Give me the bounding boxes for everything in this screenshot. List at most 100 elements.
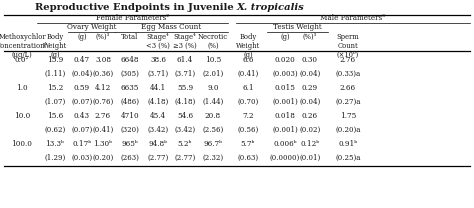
Text: Body
Weight
(g): Body Weight (g) xyxy=(43,33,67,59)
Text: 2.66: 2.66 xyxy=(340,84,356,92)
Text: 0.12ᵇ: 0.12ᵇ xyxy=(301,140,319,148)
Text: Sperm
Count
(×10⁶): Sperm Count (×10⁶) xyxy=(337,33,359,59)
Text: 0.29: 0.29 xyxy=(302,84,318,92)
Text: (0.04): (0.04) xyxy=(300,98,320,106)
Text: 61.4: 61.4 xyxy=(177,56,193,64)
Text: Stage⁴
≥3 (%): Stage⁴ ≥3 (%) xyxy=(173,33,197,50)
Text: (%)³: (%)³ xyxy=(96,33,110,41)
Text: 0.015: 0.015 xyxy=(274,84,295,92)
Text: 6648: 6648 xyxy=(121,56,139,64)
Text: (g): (g) xyxy=(77,33,87,41)
Text: (0.003): (0.003) xyxy=(272,70,298,78)
Text: (1.44): (1.44) xyxy=(202,98,224,106)
Text: (0.20)a: (0.20)a xyxy=(335,126,361,134)
Text: (1.11): (1.11) xyxy=(45,70,65,78)
Text: (0.0000): (0.0000) xyxy=(270,154,300,162)
Text: 6.6: 6.6 xyxy=(242,56,254,64)
Text: 4.12: 4.12 xyxy=(95,84,111,92)
Text: 10.0: 10.0 xyxy=(14,112,30,120)
Text: (486): (486) xyxy=(120,98,139,106)
Text: (0.63): (0.63) xyxy=(237,154,258,162)
Text: (0.76): (0.76) xyxy=(92,98,114,106)
Text: 1.30ᵇ: 1.30ᵇ xyxy=(93,140,112,148)
Text: (0.41): (0.41) xyxy=(237,70,259,78)
Text: 5.2ᵇ: 5.2ᵇ xyxy=(178,140,192,148)
Text: 3.08: 3.08 xyxy=(95,56,111,64)
Text: (0.07): (0.07) xyxy=(72,126,92,134)
Text: Egg Mass Count: Egg Mass Count xyxy=(141,23,201,31)
Text: 0.59: 0.59 xyxy=(74,84,90,92)
Text: Necrotic
(%): Necrotic (%) xyxy=(198,33,228,50)
Text: (2.77): (2.77) xyxy=(174,154,196,162)
Text: Male Parameters³: Male Parameters³ xyxy=(320,14,385,22)
Text: 1.0: 1.0 xyxy=(16,84,28,92)
Text: 38.6: 38.6 xyxy=(150,56,166,64)
Text: (%)³: (%)³ xyxy=(303,33,317,41)
Text: (0.02): (0.02) xyxy=(300,126,320,134)
Text: (2.77): (2.77) xyxy=(147,154,169,162)
Text: 100.0: 100.0 xyxy=(11,140,32,148)
Text: 5.7ᵇ: 5.7ᵇ xyxy=(241,140,255,148)
Text: (0.001): (0.001) xyxy=(272,126,298,134)
Text: (0.04): (0.04) xyxy=(300,70,320,78)
Text: Total: Total xyxy=(121,33,138,41)
Text: 0.018: 0.018 xyxy=(274,112,295,120)
Text: 10.5: 10.5 xyxy=(205,56,221,64)
Text: (0.62): (0.62) xyxy=(45,126,65,134)
Text: (263): (263) xyxy=(120,154,139,162)
Text: (3.42): (3.42) xyxy=(174,126,196,134)
Text: 2.76: 2.76 xyxy=(340,56,356,64)
Text: Reproductive Endpoints in Juvenile: Reproductive Endpoints in Juvenile xyxy=(35,3,237,12)
Text: (0.03): (0.03) xyxy=(72,154,92,162)
Text: Body
Weight
(g): Body Weight (g) xyxy=(236,33,260,59)
Text: 0.47: 0.47 xyxy=(74,56,90,64)
Text: 54.6: 54.6 xyxy=(177,112,193,120)
Text: (g): (g) xyxy=(280,33,290,41)
Text: Testis Weight: Testis Weight xyxy=(273,23,322,31)
Text: (0.04): (0.04) xyxy=(72,70,92,78)
Text: 6635: 6635 xyxy=(121,84,139,92)
Text: 965ᵇ: 965ᵇ xyxy=(122,140,138,148)
Text: (0.36): (0.36) xyxy=(92,70,114,78)
Text: 0.26: 0.26 xyxy=(302,112,318,120)
Text: (0.33)a: (0.33)a xyxy=(336,70,361,78)
Text: X. tropicalis: X. tropicalis xyxy=(237,3,305,12)
Text: (0.70): (0.70) xyxy=(237,98,259,106)
Text: 15.6: 15.6 xyxy=(47,112,63,120)
Text: 13.3ᵇ: 13.3ᵇ xyxy=(46,140,64,148)
Text: 0.30: 0.30 xyxy=(302,56,318,64)
Text: (0.20): (0.20) xyxy=(92,154,114,162)
Text: 9.0: 9.0 xyxy=(207,84,219,92)
Text: 20.8: 20.8 xyxy=(205,112,221,120)
Text: 1.75: 1.75 xyxy=(340,112,356,120)
Text: (0.56): (0.56) xyxy=(237,126,259,134)
Text: (1.29): (1.29) xyxy=(45,154,65,162)
Text: 0.020: 0.020 xyxy=(274,56,295,64)
Text: (0.27)a: (0.27)a xyxy=(335,98,361,106)
Text: 94.8ᵇ: 94.8ᵇ xyxy=(148,140,167,148)
Text: (0.01): (0.01) xyxy=(300,154,320,162)
Text: (2.56): (2.56) xyxy=(202,126,224,134)
Text: (0.07): (0.07) xyxy=(72,98,92,106)
Text: 15.9: 15.9 xyxy=(47,56,63,64)
Text: Methoxychlor
Concentration¹
(μg/L): Methoxychlor Concentration¹ (μg/L) xyxy=(0,33,48,59)
Text: 0.006ᵇ: 0.006ᵇ xyxy=(273,140,297,148)
Text: (3.71): (3.71) xyxy=(174,70,196,78)
Text: (0.001): (0.001) xyxy=(272,98,298,106)
Text: 96.7ᵇ: 96.7ᵇ xyxy=(203,140,222,148)
Text: (0.25)a: (0.25)a xyxy=(335,154,361,162)
Text: (1.07): (1.07) xyxy=(45,98,65,106)
Text: (3.42): (3.42) xyxy=(147,126,169,134)
Text: (2.01): (2.01) xyxy=(202,70,224,78)
Text: 7.2: 7.2 xyxy=(242,112,254,120)
Text: 45.4: 45.4 xyxy=(150,112,166,120)
Text: (4.18): (4.18) xyxy=(147,98,169,106)
Text: 44.1: 44.1 xyxy=(150,84,166,92)
Text: (4.18): (4.18) xyxy=(174,98,196,106)
Text: 15.2: 15.2 xyxy=(47,84,63,92)
Text: Female Parameters²: Female Parameters² xyxy=(96,14,169,22)
Text: Stage⁴
<3 (%): Stage⁴ <3 (%) xyxy=(146,33,170,50)
Text: 0.17ᵇ: 0.17ᵇ xyxy=(73,140,91,148)
Text: 0.91ᵇ: 0.91ᵇ xyxy=(338,140,357,148)
Text: 0.43: 0.43 xyxy=(74,112,90,120)
